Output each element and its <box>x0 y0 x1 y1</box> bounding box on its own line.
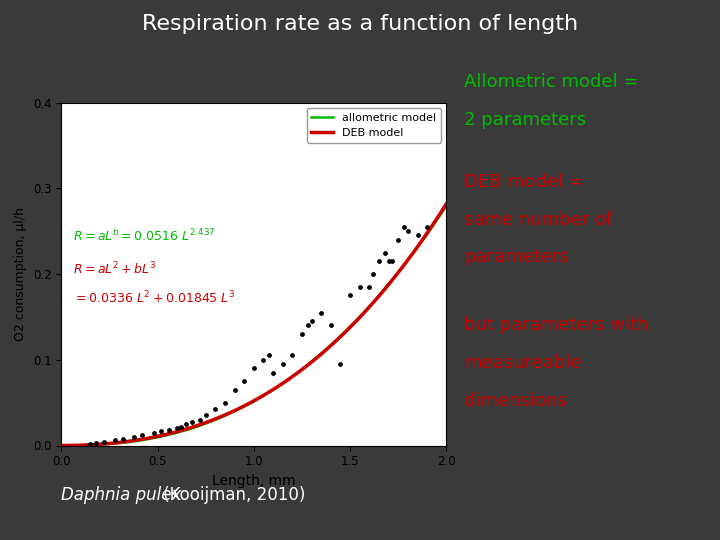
Point <box>136 431 148 440</box>
Point <box>200 411 212 420</box>
Point <box>367 269 379 278</box>
Point <box>325 321 336 330</box>
Text: dimensions: dimensions <box>464 392 567 409</box>
Point <box>181 420 192 428</box>
DEB model <box>60 442 68 449</box>
Point <box>186 418 198 427</box>
Point <box>156 427 167 435</box>
X-axis label: Length, mm: Length, mm <box>212 474 296 488</box>
DEB model <box>59 442 68 449</box>
Text: $R = aL^b = 0.0516\ L^{2.437}$: $R = aL^b = 0.0516\ L^{2.437}$ <box>73 228 215 245</box>
Point <box>238 377 250 386</box>
Line: DEB model: DEB model <box>63 204 446 446</box>
allometric model <box>286 375 294 381</box>
Text: but parameters with: but parameters with <box>464 316 649 334</box>
Point <box>98 438 109 447</box>
Point <box>287 351 298 360</box>
Point <box>379 248 390 257</box>
Point <box>194 415 206 424</box>
Point <box>306 317 318 326</box>
Point <box>315 308 327 317</box>
Point <box>387 257 398 266</box>
Point <box>296 330 307 339</box>
DEB model <box>293 369 302 376</box>
allometric model <box>382 284 390 291</box>
Point <box>373 257 384 266</box>
Point <box>258 355 269 364</box>
Legend: allometric model, DEB model: allometric model, DEB model <box>307 108 441 143</box>
Point <box>344 291 356 300</box>
Text: Daphnia pulex: Daphnia pulex <box>61 486 181 504</box>
allometric model <box>293 369 302 376</box>
Line: allometric model: allometric model <box>63 206 446 446</box>
Point <box>175 422 186 431</box>
allometric model <box>406 253 415 260</box>
Point <box>248 364 260 373</box>
Point <box>117 435 129 444</box>
Point <box>302 321 313 330</box>
Point <box>229 386 240 394</box>
DEB model <box>382 284 390 291</box>
Text: measureable: measureable <box>464 354 582 372</box>
Point <box>109 436 121 444</box>
Point <box>398 222 410 231</box>
Text: $= 0.0336\ L^2 + 0.01845\ L^3$: $= 0.0336\ L^2 + 0.01845\ L^3$ <box>73 289 235 306</box>
Point <box>84 440 96 448</box>
Point <box>267 368 279 377</box>
Point <box>364 282 375 291</box>
Text: Respiration rate as a function of length: Respiration rate as a function of length <box>142 14 578 33</box>
DEB model <box>286 375 294 382</box>
Text: $R = aL^2 + bL^3$: $R = aL^2 + bL^3$ <box>73 260 156 277</box>
Point <box>210 405 221 414</box>
Point <box>163 426 175 434</box>
Point <box>171 424 183 433</box>
DEB model <box>406 253 415 260</box>
Point <box>421 222 433 231</box>
Point <box>277 360 289 368</box>
Point <box>148 428 159 437</box>
Point <box>383 257 395 266</box>
DEB model <box>442 200 451 207</box>
allometric model <box>60 442 68 449</box>
Point <box>264 351 275 360</box>
Text: DEB model =: DEB model = <box>464 173 585 191</box>
Point <box>412 231 423 240</box>
DEB model <box>287 374 296 381</box>
allometric model <box>287 374 296 381</box>
Point <box>129 433 140 441</box>
Point <box>402 227 413 235</box>
Text: same number of: same number of <box>464 211 613 228</box>
Point <box>219 399 230 407</box>
Point <box>90 438 102 447</box>
Y-axis label: O2 consumption, µl/h: O2 consumption, µl/h <box>14 207 27 341</box>
Point <box>335 360 346 368</box>
Text: (Kooijman, 2010): (Kooijman, 2010) <box>158 486 306 504</box>
Text: 2 parameters: 2 parameters <box>464 111 587 129</box>
allometric model <box>442 202 451 209</box>
Text: parameters: parameters <box>464 248 570 266</box>
Point <box>354 282 366 291</box>
Point <box>392 235 404 244</box>
Text: Allometric model =: Allometric model = <box>464 73 639 91</box>
allometric model <box>59 442 68 449</box>
